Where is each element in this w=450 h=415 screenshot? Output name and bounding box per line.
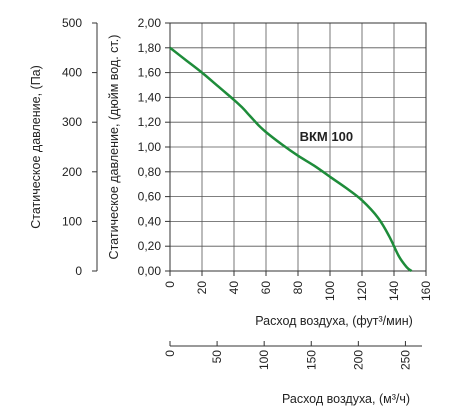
y-axis-label-pa: Статическое давление, (Па) [29, 65, 43, 229]
y-tick-label-pa: 0 [75, 264, 82, 278]
x-tick-label-m3h: 150 [304, 350, 318, 370]
y-axis-pa: 0 100 200 300 400 500 [62, 16, 98, 278]
y-tick-label-pa: 200 [62, 165, 82, 179]
y-tick-label-pa: 300 [62, 115, 82, 129]
y-tick-label-pa: 400 [62, 66, 82, 80]
y-axis-in: 0,00 0,20 0,40 0,60 0,80 1,00 1,20 1,40 1,60 1,80… [138, 16, 170, 278]
y-tick-label-in: 0,00 [138, 264, 162, 278]
x-tick-label-m3h: 250 [398, 350, 412, 370]
y-tick-label-pa: 500 [62, 16, 82, 30]
x-tick-label-fpm: 80 [291, 281, 305, 295]
y-tick-label-pa: 100 [62, 214, 82, 228]
x-tick-label-fpm: 100 [323, 281, 337, 301]
x-tick-label-fpm: 60 [259, 281, 273, 295]
y-tick-label-in: 0,40 [138, 214, 162, 228]
x-tick-label-fpm: 140 [387, 281, 401, 301]
x-tick-label-fpm: 160 [419, 281, 433, 301]
y-tick-label-in: 2,00 [138, 16, 162, 30]
y-tick-label-in: 1,00 [138, 140, 162, 154]
y-tick-label-in: 1,40 [138, 90, 162, 104]
x-axis-label-m3h: Расход воздуха, (м³/ч) [282, 392, 410, 406]
y-tick-label-in: 1,60 [138, 66, 162, 80]
x-axis-label-fpm: Расход воздуха, (фут³/мин) [255, 314, 413, 328]
y-tick-label-in: 0,80 [138, 165, 162, 179]
x-tick-label-m3h: 100 [257, 350, 271, 370]
x-tick-label-fpm: 40 [227, 281, 241, 295]
y-tick-label-in: 0,20 [138, 239, 162, 253]
x-tick-label-fpm: 120 [355, 281, 369, 301]
curves [169, 46, 413, 273]
x-tick-label-m3h: 0 [163, 350, 177, 357]
y-axis-label-in: Статическое давление, (дюйм вод. ст.) [107, 35, 121, 260]
y-tick-label-in: 1,80 [138, 41, 162, 55]
y-tick-label-in: 0,60 [138, 190, 162, 204]
x-tick-label-m3h: 200 [351, 350, 365, 370]
x-axis-fpm: 0 20 40 60 80 100 120 140 160 [163, 271, 433, 301]
series-label: ВКМ 100 [300, 129, 353, 144]
x-tick-label-fpm: 0 [163, 281, 177, 288]
x-axis-m3h: 0 50 100 150 200 250 [163, 341, 422, 370]
grid [169, 22, 427, 272]
x-tick-label-fpm: 20 [195, 281, 209, 295]
x-tick-label-m3h: 50 [210, 350, 224, 364]
y-tick-label-in: 1,20 [138, 115, 162, 129]
series-line [169, 46, 413, 273]
